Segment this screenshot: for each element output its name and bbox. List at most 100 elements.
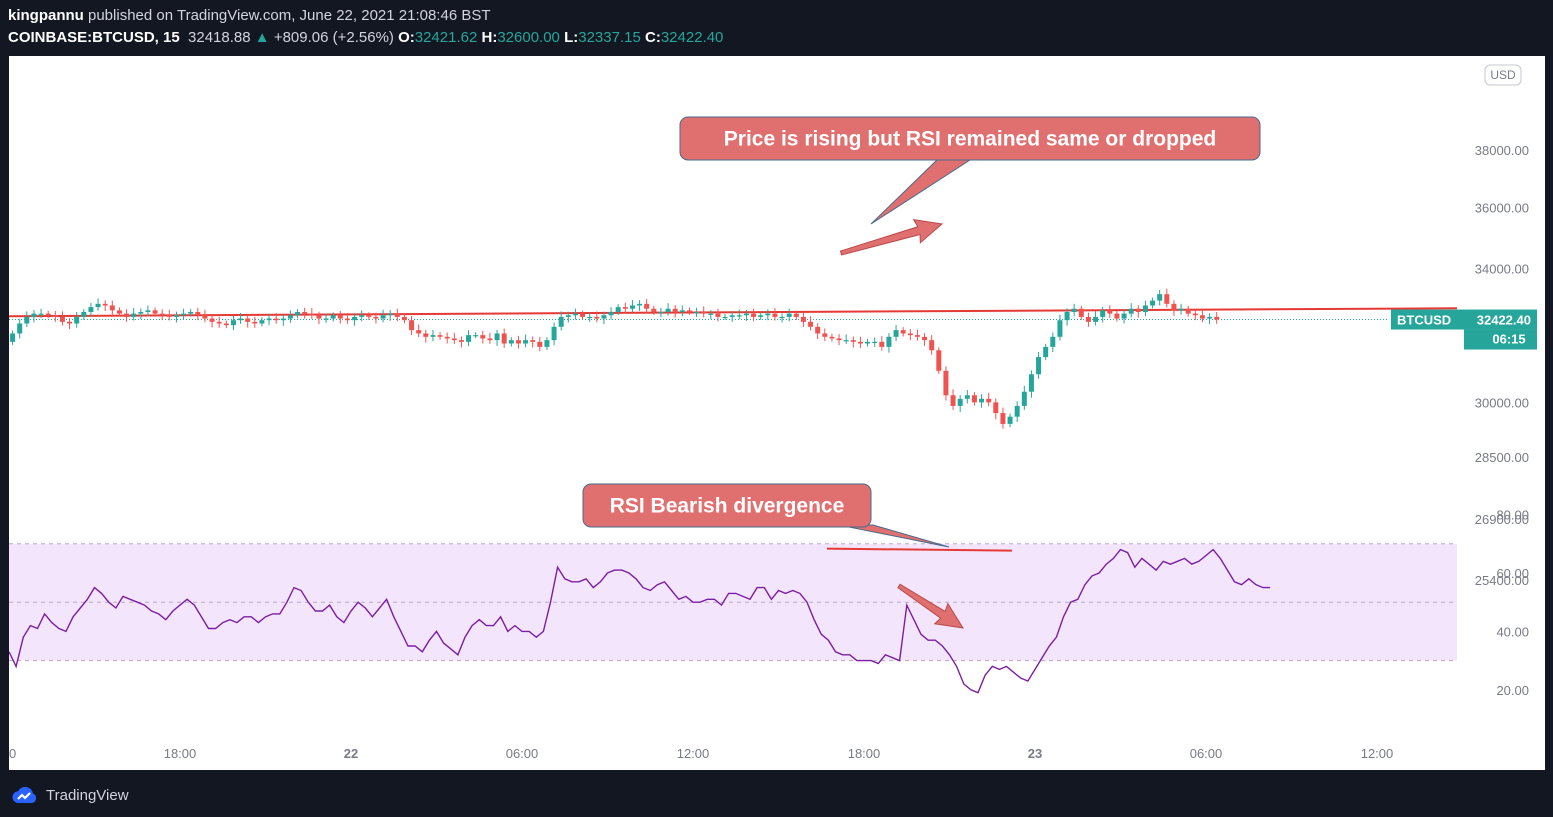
candle xyxy=(59,316,65,322)
callout-box xyxy=(582,483,872,528)
candle xyxy=(1050,336,1056,347)
candle xyxy=(352,316,358,321)
candle xyxy=(437,335,443,337)
candle xyxy=(1014,405,1020,417)
candle xyxy=(843,340,849,342)
tradingview-logo[interactable]: TradingView xyxy=(10,784,129,806)
countdown-label: 06:15 xyxy=(1492,332,1525,347)
ohlc-legend: COINBASE:BTCUSD, 15 32418.88 ▲ +809.06 (… xyxy=(8,29,723,46)
candle xyxy=(1107,310,1113,314)
candle xyxy=(686,310,692,312)
symbol-badge-label: BTCUSD xyxy=(1397,313,1451,328)
candle xyxy=(209,318,215,322)
candle xyxy=(1028,374,1034,392)
chart-canvas[interactable]: Price is rising but RSI remained same or… xyxy=(9,56,1545,770)
candle xyxy=(523,340,529,344)
candle xyxy=(751,313,757,317)
candle xyxy=(537,341,543,347)
candle xyxy=(622,307,628,309)
candle xyxy=(736,315,742,317)
candle xyxy=(316,315,322,319)
candle xyxy=(252,321,258,324)
publish-info: kingpannu published on TradingView.com, … xyxy=(8,7,491,24)
price-tick-label: 28500.00 xyxy=(1475,450,1529,465)
high-label: H: xyxy=(481,29,498,46)
candle xyxy=(1093,316,1099,322)
candle xyxy=(829,336,835,339)
candle xyxy=(430,335,436,337)
price-tick-label: 36000.00 xyxy=(1475,201,1529,216)
candle xyxy=(423,333,429,337)
candle xyxy=(701,311,707,314)
rsi-annotation: RSI Bearish divergence xyxy=(582,483,950,548)
candle xyxy=(81,311,87,317)
arrow-shape xyxy=(897,583,964,629)
candle xyxy=(38,313,44,315)
callout-box xyxy=(679,116,1261,161)
candle xyxy=(594,316,600,319)
price-tick-label: 26900.00 xyxy=(1475,512,1529,527)
candle xyxy=(131,313,137,317)
time-tick-label: 06:00 xyxy=(1190,746,1223,761)
price-rising-arrow xyxy=(839,218,944,256)
candle xyxy=(216,321,222,324)
candle xyxy=(857,341,863,344)
candle xyxy=(451,338,457,341)
chart-panel[interactable]: Price is rising but RSI remained same or… xyxy=(9,56,1545,770)
rsi-dropping-arrow xyxy=(897,583,964,629)
rsi-line xyxy=(9,548,1271,694)
close-value: 32422.40 xyxy=(660,29,724,46)
candle xyxy=(17,323,23,334)
high-value: 32600.00 xyxy=(497,29,560,46)
candle xyxy=(1121,313,1127,319)
candle xyxy=(230,320,236,326)
candle xyxy=(793,313,799,317)
candle xyxy=(865,341,871,344)
time-tick-label: 18:00 xyxy=(848,746,881,761)
candle xyxy=(822,333,828,337)
candle xyxy=(943,370,949,396)
candle xyxy=(387,313,393,316)
candle xyxy=(159,313,165,316)
arrow-shape xyxy=(839,218,944,256)
candle xyxy=(872,341,878,344)
up-arrow-icon: ▲ xyxy=(254,29,270,46)
candle xyxy=(409,320,415,331)
candle xyxy=(544,340,550,347)
candle xyxy=(245,318,251,322)
author-name[interactable]: kingpannu xyxy=(8,7,84,24)
candle xyxy=(936,350,942,371)
candle xyxy=(672,308,678,312)
candle xyxy=(45,313,51,316)
price-tick-label: 34000.00 xyxy=(1475,262,1529,277)
candle xyxy=(74,316,80,324)
candle xyxy=(444,336,450,339)
candle xyxy=(508,340,514,344)
rsi-tick-label: 40.00 xyxy=(1496,624,1529,639)
price-tick-label: 38000.00 xyxy=(1475,143,1529,158)
candle xyxy=(152,310,158,314)
candle xyxy=(259,320,265,324)
candle xyxy=(67,321,73,324)
candle xyxy=(480,335,486,339)
candle xyxy=(1100,310,1106,317)
callout-tail xyxy=(870,157,975,225)
candle xyxy=(651,308,657,312)
symbol-label: COINBASE:BTCUSD, 15 xyxy=(8,29,180,46)
candle xyxy=(914,335,920,337)
publish-date: published on TradingView.com, June 22, 2… xyxy=(88,7,491,24)
candle xyxy=(109,305,115,311)
candle xyxy=(629,305,635,309)
candle xyxy=(1071,308,1077,312)
open-label: O: xyxy=(398,29,415,46)
open-value: 32421.62 xyxy=(414,29,478,46)
price-change: +809.06 (+2.56%) xyxy=(273,29,394,46)
time-tick-label: 22 xyxy=(344,746,358,761)
callout-text: Price is rising but RSI remained same or… xyxy=(724,128,1216,151)
candle xyxy=(615,307,621,312)
candle xyxy=(665,308,671,312)
candle xyxy=(1178,308,1184,311)
rsi-tick-label: 80.00 xyxy=(1496,508,1529,523)
candle xyxy=(166,315,172,317)
tradingview-cloud-icon xyxy=(12,786,37,803)
